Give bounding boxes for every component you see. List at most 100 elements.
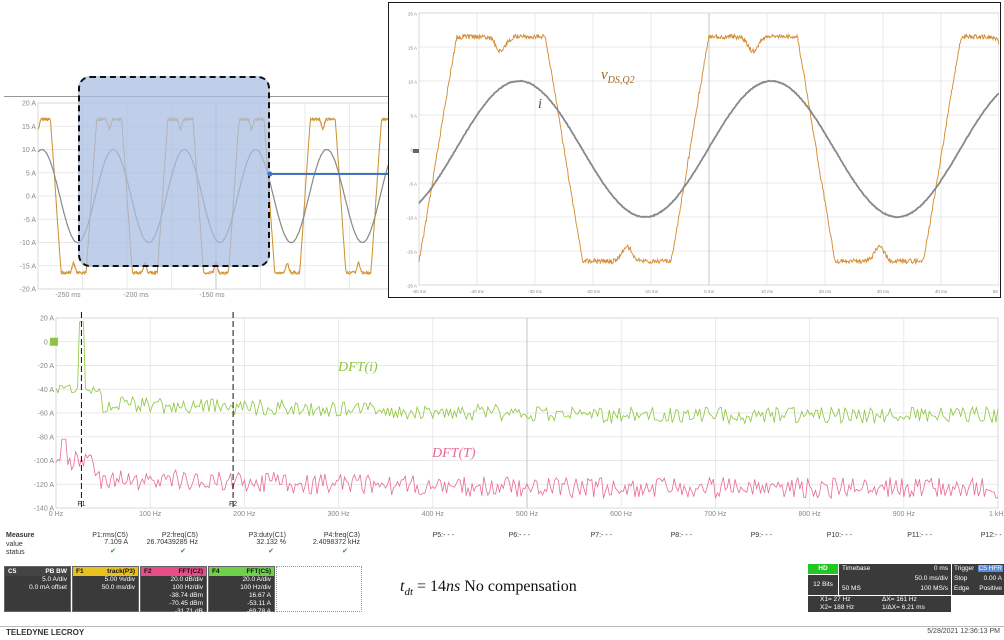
top-y-tick: 0 A: [26, 194, 36, 201]
timebase-box[interactable]: Timebase 0 ms 50.0 ms/div 50 MS 100 MS/s: [839, 564, 951, 595]
measure-param-12[interactable]: P12:- - -: [930, 532, 1004, 547]
trace-setting: -31.71 dB: [141, 608, 206, 616]
top-y-tick: 10 A: [22, 147, 36, 154]
zoom-x-tick: -20 ms: [586, 289, 601, 294]
fft-y-tick: -120 A: [34, 482, 55, 489]
measure-row-value: value: [6, 541, 23, 548]
measure-param-1[interactable]: P1:rms(C5) 7.109 A ✔: [52, 532, 128, 555]
measure-param-3[interactable]: P3:duty(C1) 32.132 % ✔: [210, 532, 286, 555]
measure-param-2[interactable]: P2:freq(C5) 26.70439285 Hz ✔: [122, 532, 198, 555]
measure-param-10[interactable]: P10:- - -: [776, 532, 852, 547]
measure-param-value: [776, 539, 852, 547]
trace-setting: -53.11 A: [209, 600, 274, 608]
measure-param-6[interactable]: P6:- - -: [454, 532, 530, 547]
trace-setting: 5.0 A/div: [5, 576, 70, 584]
trace-descriptor-f2[interactable]: F2 FFT(C2) 20.0 dB/div 100 Hz/div -38.74 dBm…: [140, 566, 207, 612]
timebase-panel[interactable]: HD 12 Bits Timebase 0 ms 50.0 ms/div 50 …: [808, 564, 1004, 612]
empty-trace-slot[interactable]: [276, 566, 362, 612]
measure-param-name: P6:- - -: [454, 532, 530, 539]
measure-param-11[interactable]: P11:- - -: [856, 532, 932, 547]
zoom-x-tick: 0 ms: [704, 289, 715, 294]
measure-param-5[interactable]: P5:- - -: [378, 532, 454, 547]
trace-descriptor-f4[interactable]: F4 FFT(C5) 20.0 A/div 100 Hz/div 16.67 A -53.…: [208, 566, 275, 612]
trace-setting: 100 Hz/div: [209, 584, 274, 592]
fft-y-tick: -40 A: [38, 387, 55, 394]
fft-y-tick: -20 A: [38, 363, 55, 370]
measure-param-name: P8:- - -: [616, 532, 692, 539]
zoom-selection-box[interactable]: [78, 76, 270, 267]
measure-param-value: [696, 539, 772, 547]
zoom-y-tick: -10 A: [406, 216, 417, 221]
measure-param-4[interactable]: P4:freq(C3) 2.4098372 kHz ✔: [284, 532, 360, 555]
cursor-readout: X1= 27 Hz ΔX= 161 Hz X2= 188 Hz 1/ΔX= 6.…: [808, 596, 951, 612]
measure-param-value: [454, 539, 530, 547]
top-y-tick: -15 A: [20, 263, 37, 270]
fft-x-tick: 600 Hz: [610, 511, 633, 518]
trace-source: PB BW: [45, 567, 67, 576]
measure-param-value: [616, 539, 692, 547]
trace-setting: -38.74 dBm: [141, 592, 206, 600]
trace-source: FFT(C5): [246, 567, 271, 576]
zoom-y-tick: 5 A: [410, 114, 417, 119]
fft-x-tick: 200 Hz: [233, 511, 256, 518]
dft-i-label: DFT(i): [338, 360, 378, 376]
trigger-box[interactable]: Trigger C5 HFR Stop 0.00 A Edge Positive: [952, 564, 1004, 595]
brand-logo: TELEDYNE LECROY: [6, 628, 84, 637]
fft-x-tick: 300 Hz: [328, 511, 351, 518]
measure-param-8[interactable]: P8:- - -: [616, 532, 692, 547]
trace-name: F1: [76, 568, 84, 575]
top-y-tick: 20 A: [22, 101, 36, 108]
fft-x-tick: 700 Hz: [704, 511, 727, 518]
measure-param-name: P9:- - -: [696, 532, 772, 539]
trace-name: F4: [212, 568, 220, 575]
zoom-y-tick: -5 A: [409, 182, 417, 187]
trace-descriptor-f1[interactable]: F1 track(P3) 5.00 %/div 50.0 ms/div: [72, 566, 139, 612]
zoom-x-tick: -10 ms: [644, 289, 659, 294]
top-y-tick: 5 A: [26, 170, 36, 177]
current-label: i: [538, 97, 542, 113]
hd-badge: HD: [808, 564, 838, 574]
measure-param-9[interactable]: P9:- - -: [696, 532, 772, 547]
vds-label: vDS,Q2: [601, 67, 635, 86]
zoom-y-tick: -20 A: [406, 284, 417, 289]
measure-param-value: [536, 539, 612, 547]
zoom-y-tick: 15 A: [408, 46, 417, 51]
measure-table: Measure value status P1:rms(C5) 7.109 A ✔ P…: [0, 532, 1004, 564]
measure-title: Measure: [6, 532, 34, 539]
trace-setting: -70.45 dBm: [141, 600, 206, 608]
measure-param-value: 26.70439285 Hz: [122, 539, 198, 547]
trace-descriptor-c5[interactable]: C5 PB BW 5.0 A/div 0.0 mA offset: [4, 566, 71, 612]
zoom-x-tick: 50 ms: [993, 289, 999, 294]
measure-param-value: [378, 539, 454, 547]
top-y-tick: -10 A: [20, 240, 37, 247]
top-x-tick: -250 ms: [55, 292, 81, 299]
fft-y-tick: -80 A: [38, 434, 55, 441]
measure-param-name: P5:- - -: [378, 532, 454, 539]
measure-param-value: 2.4098372 kHz: [284, 539, 360, 547]
trace-name: C5: [8, 568, 16, 575]
zoom-x-tick: -40 ms: [470, 289, 485, 294]
fft-x-tick: 100 Hz: [139, 511, 162, 518]
measure-param-name: P7:- - -: [536, 532, 612, 539]
trace-name: F2: [144, 568, 152, 575]
measure-param-name: P3:duty(C1): [210, 532, 286, 539]
measure-param-status: ✔: [210, 547, 274, 555]
top-y-tick: 15 A: [22, 124, 36, 131]
trace-setting: [5, 599, 70, 606]
fft-cursor-label: F1: [77, 501, 85, 508]
fft-x-tick: 0 Hz: [49, 511, 64, 518]
zoom-x-tick: 40 ms: [935, 289, 948, 294]
trace-source: FFT(C2): [178, 567, 203, 576]
measure-param-status: ✔: [122, 547, 186, 555]
measure-param-7[interactable]: P7:- - -: [536, 532, 612, 547]
fft-panel: 20 A 0 A -20 A -40 A -60 A -80 A -100 A -120 A -…: [4, 312, 1004, 526]
trace-setting: -69.78 A: [209, 608, 274, 616]
bits-label: 12 Bits: [808, 575, 838, 595]
zoom-panel: 20 A15 A10 A5 A0 A-5 A-10 A-15 A-20 A-50…: [388, 2, 1001, 298]
measure-param-value: 32.132 %: [210, 539, 286, 547]
measure-param-name: P2:freq(C5): [122, 532, 198, 539]
fft-cursor-label: F2: [229, 501, 237, 508]
zoom-x-tick: 10 ms: [761, 289, 774, 294]
zoom-y-tick: -15 A: [406, 250, 417, 255]
zoom-y-tick: 10 A: [408, 80, 417, 85]
